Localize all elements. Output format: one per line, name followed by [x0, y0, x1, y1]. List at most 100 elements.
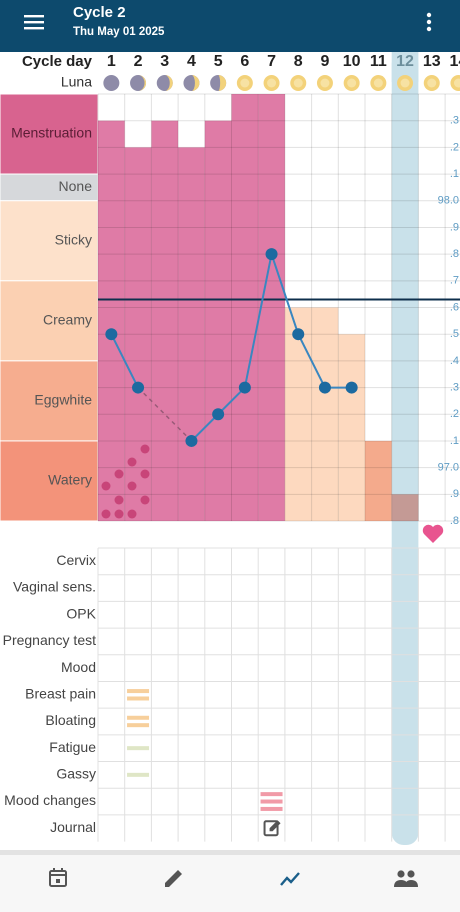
icon-shape [397, 870, 405, 878]
watery-dot [127, 481, 137, 491]
moon-icon-glow [293, 78, 303, 88]
today-highlight [391, 52, 419, 845]
symptom-label: Vaginal sens. [13, 579, 96, 595]
moon-icon [103, 75, 120, 91]
y-tick-label: .3 [450, 381, 459, 393]
mucus-category [0, 360, 99, 442]
symptom-bar [260, 806, 283, 811]
y-tick-label: .6 [450, 301, 459, 313]
icon-shape [49, 870, 67, 887]
temperature-point [238, 381, 251, 394]
watery-dot [114, 469, 124, 479]
journal-icon [263, 820, 279, 837]
nav-chart[interactable] [280, 872, 300, 886]
mucus-category [0, 173, 99, 202]
x-axis-label: Cycle day [22, 53, 93, 70]
mucus-bar [284, 307, 312, 521]
dot [426, 12, 432, 18]
temperature-point [345, 381, 358, 394]
mucus-category-label: None [59, 178, 93, 194]
menu-line [24, 15, 44, 18]
watery-dot [140, 495, 150, 505]
mucus-category-label: Menstruation [11, 125, 92, 141]
moon-icon-glow [240, 78, 250, 88]
day-label: 1 [107, 53, 116, 70]
menu-line [24, 21, 44, 24]
temperature-point [132, 381, 145, 394]
day-label: 2 [134, 53, 143, 70]
symptom-bar [127, 689, 150, 694]
mucus-category-label: Watery [48, 472, 92, 488]
day-label: 4 [187, 53, 196, 70]
moon-icon [156, 75, 173, 91]
day-label: 3 [160, 53, 169, 70]
day-label: 14 [450, 53, 460, 70]
day-label: 10 [343, 53, 361, 70]
y-tick-label: .2 [450, 141, 459, 153]
flow-bar [258, 94, 285, 521]
nav-calendar[interactable] [49, 868, 67, 887]
symptom-mark [127, 772, 150, 777]
icon-shape [280, 872, 300, 886]
watery-dot [101, 509, 111, 519]
icon-shape [407, 870, 415, 878]
moon-icon-glow [373, 78, 383, 88]
y-tick-label: .1 [450, 435, 459, 447]
watery-dot [114, 509, 124, 519]
mucus-category-label: Sticky [55, 231, 92, 247]
chart-area: Cycle dayLuna1234567891011121314Menstrua… [0, 52, 460, 845]
nav-people[interactable] [394, 870, 418, 887]
mucus-category-label: Creamy [43, 312, 92, 328]
y-tick-label: .4 [450, 355, 459, 367]
day-label: 7 [267, 53, 276, 70]
watery-dot [140, 469, 150, 479]
top-bar [0, 0, 460, 52]
symptom-mark [127, 689, 150, 701]
watery-dot [127, 457, 137, 467]
menu-button[interactable] [24, 15, 44, 30]
icon-shape [165, 870, 182, 887]
mucus-bar [365, 440, 392, 521]
more-button[interactable] [426, 12, 432, 32]
flow-bar [98, 120, 125, 521]
symptom-label: Gassy [56, 766, 96, 782]
y-tick-label: .7 [450, 275, 459, 287]
moon-icon [130, 75, 147, 91]
watery-dot [114, 495, 124, 505]
dot [426, 26, 432, 32]
y-tick-label: 98.0 [438, 195, 459, 207]
moon-icon-glow [267, 78, 277, 88]
y-tick-label: 97.0 [438, 462, 459, 474]
temperature-point [105, 328, 118, 341]
symptom-mark [127, 715, 150, 728]
watery-dot [101, 481, 111, 491]
day-label: 6 [240, 53, 249, 70]
dot [426, 19, 432, 25]
symptom-bar [127, 746, 150, 751]
flow-bar [178, 147, 205, 521]
symptom-bar [260, 792, 283, 797]
nav-edit[interactable] [165, 870, 182, 887]
symptom-label: Bloating [45, 712, 96, 728]
temperature-point [292, 328, 305, 341]
day-label: 8 [294, 53, 303, 70]
symptom-mark [127, 746, 150, 751]
subtitle: Thu May 01 2025 [73, 26, 165, 38]
moon-icon-glow [347, 78, 357, 88]
icon-shape [394, 880, 408, 887]
day-label: 13 [423, 53, 441, 70]
watery-dot [127, 509, 137, 519]
mucus-bar [311, 307, 339, 521]
day-label: 5 [214, 53, 223, 70]
symptom-label: Pregnancy test [3, 632, 96, 648]
moon-icon-glow [400, 78, 410, 88]
y-tick-label: .1 [450, 168, 459, 180]
y-tick-label: .5 [450, 328, 459, 340]
nav-shadow [0, 850, 460, 856]
y-tick-label: .9 [450, 488, 459, 500]
moon-icon-glow [427, 78, 437, 88]
mucus-category [0, 200, 99, 282]
mucus-bar [338, 334, 365, 521]
temperature-line [110, 333, 139, 389]
